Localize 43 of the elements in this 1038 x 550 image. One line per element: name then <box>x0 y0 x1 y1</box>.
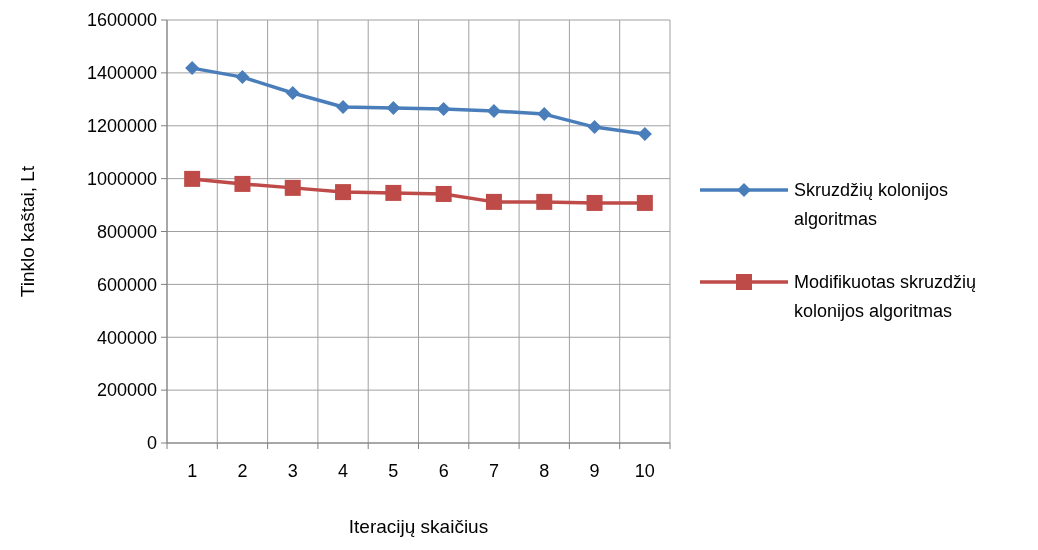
x-tick-label: 3 <box>287 461 298 481</box>
point <box>436 102 451 117</box>
x-tick-label: 9 <box>589 461 600 481</box>
point <box>185 61 200 76</box>
y-tick-label: 600000 <box>96 274 157 295</box>
x-axis-title: Iteracijų skaičius <box>348 516 489 537</box>
point <box>386 101 401 116</box>
y-tick-label: 1600000 <box>86 10 157 31</box>
x-tick-label: 5 <box>388 461 399 481</box>
x-tick-label: 6 <box>438 461 449 481</box>
y-tick-label: 1400000 <box>86 63 157 84</box>
x-tick-label: 2 <box>237 461 248 481</box>
x-tick-label: 8 <box>539 461 550 481</box>
point <box>235 70 250 85</box>
y-tick-label: 400000 <box>96 327 157 348</box>
y-tick-label: 1000000 <box>86 168 157 189</box>
point <box>537 107 552 122</box>
point <box>234 175 251 192</box>
point <box>587 120 602 135</box>
y-tick-label: 1200000 <box>86 116 157 137</box>
point <box>335 184 352 201</box>
y-tick-label: 200000 <box>96 380 157 401</box>
legend-label: Modifikuotas skruzdžių kolonijos algoritmas <box>794 272 977 321</box>
point <box>485 193 502 210</box>
y-tick-label: 800000 <box>96 221 157 242</box>
point <box>385 184 402 201</box>
point <box>184 170 201 187</box>
x-tick-label: 7 <box>488 461 499 481</box>
y-axis-title: Tinklo kaštai, Lt <box>17 165 38 298</box>
point <box>336 99 351 114</box>
point <box>284 179 301 196</box>
point <box>536 193 553 210</box>
point <box>586 194 603 211</box>
point <box>486 103 501 118</box>
legend-label: Skruzdžių kolonijos algoritmas <box>794 180 949 229</box>
y-tick-label: 0 <box>146 433 157 454</box>
x-tick-label: 10 <box>634 461 655 481</box>
point <box>636 194 653 211</box>
point <box>285 85 300 100</box>
x-tick-label: 4 <box>338 461 349 481</box>
point <box>637 126 652 141</box>
point <box>435 185 452 202</box>
x-tick-label: 1 <box>187 461 198 481</box>
